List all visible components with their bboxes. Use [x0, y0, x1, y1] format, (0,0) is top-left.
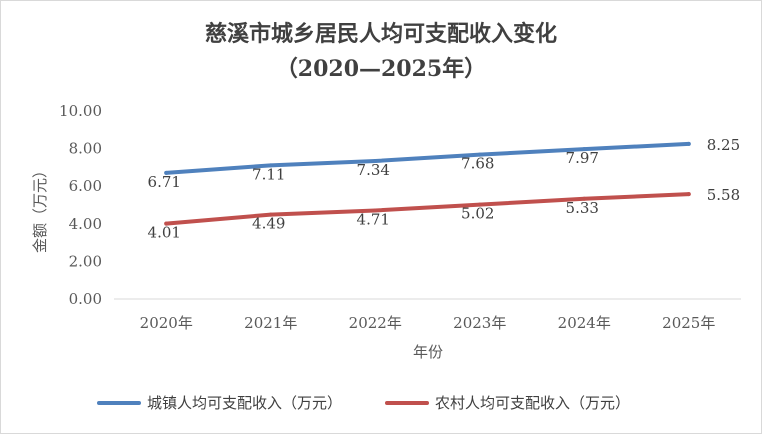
data-point — [686, 141, 691, 146]
legend-label: 农村人均可支配收入（万元） — [435, 394, 630, 412]
y-axis-label: 金额（万元） — [31, 163, 49, 253]
data-point — [268, 163, 273, 168]
data-label: 4.01 — [148, 224, 181, 242]
data-point — [373, 208, 378, 213]
legend: 城镇人均可支配收入（万元） 农村人均可支配收入（万元） — [97, 394, 630, 412]
x-tick-label: 2021年 — [244, 314, 297, 332]
data-point — [686, 192, 691, 197]
series-line-1 — [164, 141, 691, 175]
data-point — [582, 147, 587, 152]
data-label: 7.34 — [357, 161, 390, 179]
series-line-2 — [164, 192, 691, 226]
legend-label: 城镇人均可支配收入（万元） — [147, 394, 342, 412]
data-label: 4.49 — [252, 215, 285, 233]
y-tick-label: 2.00 — [69, 252, 102, 270]
chart-title: 慈溪市城乡居民人均可支配收入变化 — [205, 21, 557, 47]
data-point — [373, 159, 378, 164]
series-layer: 6.71 7.11 7.34 7.68 7.97 8.25 4.01 4.49 4.71 5.02… — [148, 136, 741, 242]
data-label: 5.02 — [461, 205, 494, 223]
x-tick-label: 2024年 — [558, 314, 611, 332]
data-point — [164, 170, 169, 175]
x-axis-label: 年份 — [413, 343, 443, 361]
x-tick-label: 2025年 — [662, 314, 715, 332]
y-tick-label: 10.00 — [59, 102, 102, 120]
data-point — [164, 221, 169, 226]
data-point — [268, 212, 273, 217]
data-point — [582, 196, 587, 201]
data-label: 4.71 — [357, 210, 390, 228]
data-label: 8.25 — [707, 136, 740, 154]
data-label: 7.97 — [566, 149, 599, 167]
data-label: 7.11 — [252, 165, 285, 183]
data-label: 6.71 — [148, 173, 181, 191]
y-tick-label: 6.00 — [69, 177, 102, 195]
data-point — [477, 152, 482, 157]
data-label: 7.68 — [461, 155, 494, 173]
x-tick-label: 2020年 — [140, 314, 193, 332]
y-tick-label: 8.00 — [69, 140, 102, 158]
data-label: 5.58 — [707, 186, 740, 204]
data-point — [477, 202, 482, 207]
data-label: 5.33 — [566, 199, 599, 217]
chart-subtitle: （2020—2025年） — [276, 56, 486, 82]
y-tick-label: 4.00 — [69, 215, 102, 233]
x-tick-label: 2023年 — [453, 314, 506, 332]
x-axis-ticks: 2020年 2021年 2022年 2023年 2024年 2025年 — [140, 314, 716, 332]
x-tick-label: 2022年 — [349, 314, 402, 332]
y-tick-label: 0.00 — [69, 290, 102, 308]
y-axis-ticks: 0.00 2.00 4.00 6.00 8.00 10.00 — [59, 102, 102, 308]
